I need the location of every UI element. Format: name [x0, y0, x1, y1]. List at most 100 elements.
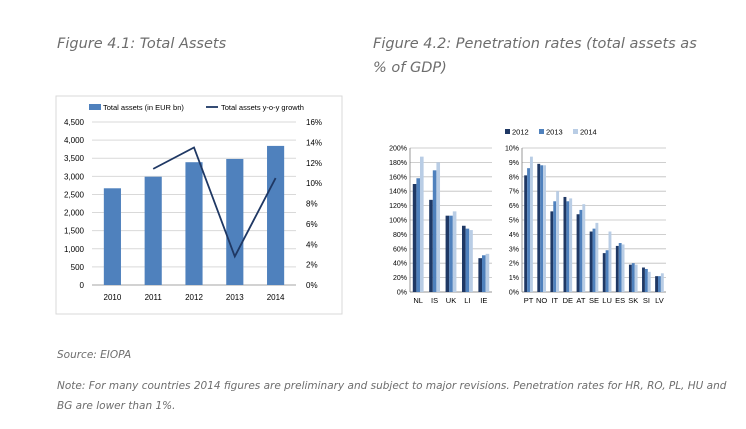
fig2a-y-tick-label: 60% — [393, 246, 407, 253]
fig2a-y-tick-label: 20% — [393, 275, 407, 282]
footnote: Note: For many countries 2014 figures ar… — [57, 380, 727, 412]
fig2a-x-tick-label: UK — [446, 296, 456, 305]
fig2b-x-tick-label: ES — [615, 296, 625, 305]
fig1-y-tick-label: 0 — [80, 281, 85, 290]
fig2b-y-tick-label: 7% — [509, 189, 519, 196]
fig1-bar — [226, 158, 244, 285]
fig2a-x-tick-label: IS — [431, 296, 438, 305]
fig2b-bar-2012 — [576, 214, 580, 292]
fig2b-y-tick-label: 8% — [509, 174, 519, 181]
fig2b-x-tick-label: AT — [576, 296, 585, 305]
fig1-bar — [267, 145, 285, 285]
fig2b-bar-2012 — [615, 245, 619, 292]
fig2b-bar-2012 — [537, 163, 541, 292]
fig1-y-tick-label: 4,500 — [64, 118, 85, 127]
fig2b-bar-2012 — [642, 267, 645, 292]
fig2b-bar-2013 — [592, 228, 596, 292]
fig2a-bar-2013 — [432, 170, 437, 292]
fig2b-bar-2013 — [553, 201, 557, 292]
fig2b-y-tick-label: 4% — [509, 232, 519, 239]
fig2a-x-tick-label: IE — [480, 296, 487, 305]
fig1-x-tick-label: 2012 — [185, 293, 203, 302]
fig2b-bar-2013 — [644, 268, 648, 292]
fig2b-y-tick-label: 0% — [509, 290, 519, 297]
fig2a-bar-2012 — [445, 215, 450, 292]
fig1-legend-label-line: Total assets y-o-y growth — [221, 103, 304, 112]
fig1-y2-tick-label: 10% — [306, 179, 322, 188]
fig2a-bar-2012 — [429, 199, 433, 292]
fig2b-bar-2014 — [556, 191, 560, 292]
fig2a-bar-2013 — [449, 215, 453, 292]
fig2b-y-tick-label: 9% — [509, 160, 519, 167]
fig2-legend-label: 2012 — [512, 128, 529, 137]
fig2a-y-tick-label: 40% — [393, 261, 407, 268]
fig2b-y-tick-label: 10% — [505, 146, 519, 153]
fig2b-bar-2012 — [563, 196, 567, 292]
fig2b-x-tick-label: DE — [563, 296, 573, 305]
fig2a-y-tick-label: 0% — [397, 290, 407, 297]
fig2a-bar-2014 — [485, 253, 490, 292]
fig2a-bar-2014 — [420, 156, 424, 292]
fig2b-bar-2014 — [621, 244, 625, 292]
fig2b-y-tick-label: 1% — [509, 275, 519, 282]
fig2a-bar-2014 — [469, 230, 473, 292]
fig2a-bar-2014 — [452, 211, 457, 292]
fig2b-bar-2014 — [595, 222, 599, 292]
fig2a-x-tick-label: LI — [464, 296, 470, 305]
fig1-bar — [103, 188, 121, 285]
fig1-legend-swatch-bar — [89, 104, 101, 110]
fig2a-y-tick-label: 120% — [389, 203, 407, 210]
fig1-y-tick-label: 2,500 — [64, 190, 85, 199]
fig1-y-tick-label: 3,500 — [64, 154, 85, 163]
fig2b-bar-2013 — [527, 168, 530, 292]
fig2b-y-tick-label: 5% — [509, 218, 519, 225]
fig2-legend-label: 2013 — [546, 128, 563, 137]
fig2a-x-tick-label: NL — [413, 296, 423, 305]
fig2b-bar-2012 — [524, 175, 528, 292]
fig2a-bar-2014 — [436, 162, 441, 292]
fig2b-bar-2012 — [655, 276, 659, 292]
fig1-y2-tick-label: 2% — [306, 261, 318, 270]
fig2b-bar-2013 — [658, 276, 661, 292]
fig2a-bar-2013 — [465, 228, 470, 292]
figure-4-1-title: Figure 4.1: Total Assets — [57, 36, 227, 52]
fig2a-bar-2012 — [478, 258, 482, 292]
fig2b-y-tick-label: 6% — [509, 203, 519, 210]
fig1-legend-label-bar: Total assets (in EUR bn) — [103, 103, 184, 112]
fig2-legend-label: 2014 — [580, 128, 597, 137]
fig2b-bar-2012 — [550, 211, 554, 292]
fig2b-x-tick-label: IT — [551, 296, 558, 305]
fig1-y-tick-label: 3,000 — [64, 172, 85, 181]
fig2b-bar-2012 — [589, 231, 593, 292]
fig2b-bar-2014 — [569, 198, 573, 292]
fig2b-x-tick-label: SI — [643, 296, 650, 305]
fig2b-bar-2014 — [543, 165, 546, 292]
fig2a-bar-2012 — [461, 225, 466, 292]
fig1-bar — [144, 176, 162, 285]
fig2b-bar-2013 — [631, 263, 635, 292]
fig1-y-tick-label: 2,000 — [64, 209, 85, 218]
fig2b-bar-2012 — [628, 264, 632, 292]
fig2b-x-tick-label: LU — [602, 296, 612, 305]
fig2b-bar-2012 — [602, 253, 606, 292]
fig2b-bar-2013 — [579, 209, 583, 292]
fig2b-x-tick-label: PT — [524, 296, 534, 305]
fig2b-bar-2013 — [618, 243, 622, 292]
figure-4-2-title: Figure 4.2: Penetration rates (total ass… — [373, 36, 697, 76]
source-note: Source: EIOPA — [57, 349, 132, 361]
fig2b-bar-2014 — [529, 156, 533, 292]
fig1-x-tick-label: 2011 — [145, 293, 163, 302]
fig2b-bar-2014 — [582, 204, 586, 292]
fig1-y2-tick-label: 16% — [306, 118, 322, 127]
figure-4-1-frame — [55, 95, 343, 315]
fig2a-y-tick-label: 140% — [389, 189, 407, 196]
fig1-x-tick-label: 2010 — [104, 293, 122, 302]
fig2b-bar-2013 — [605, 250, 609, 292]
fig2a-bar-2013 — [481, 255, 486, 292]
fig1-x-tick-label: 2013 — [226, 293, 244, 302]
fig2b-y-tick-label: 3% — [509, 246, 519, 253]
fig2b-x-tick-label: NO — [536, 296, 547, 305]
fig2-legend-swatch — [539, 129, 544, 134]
fig2a-y-tick-label: 180% — [389, 160, 407, 167]
